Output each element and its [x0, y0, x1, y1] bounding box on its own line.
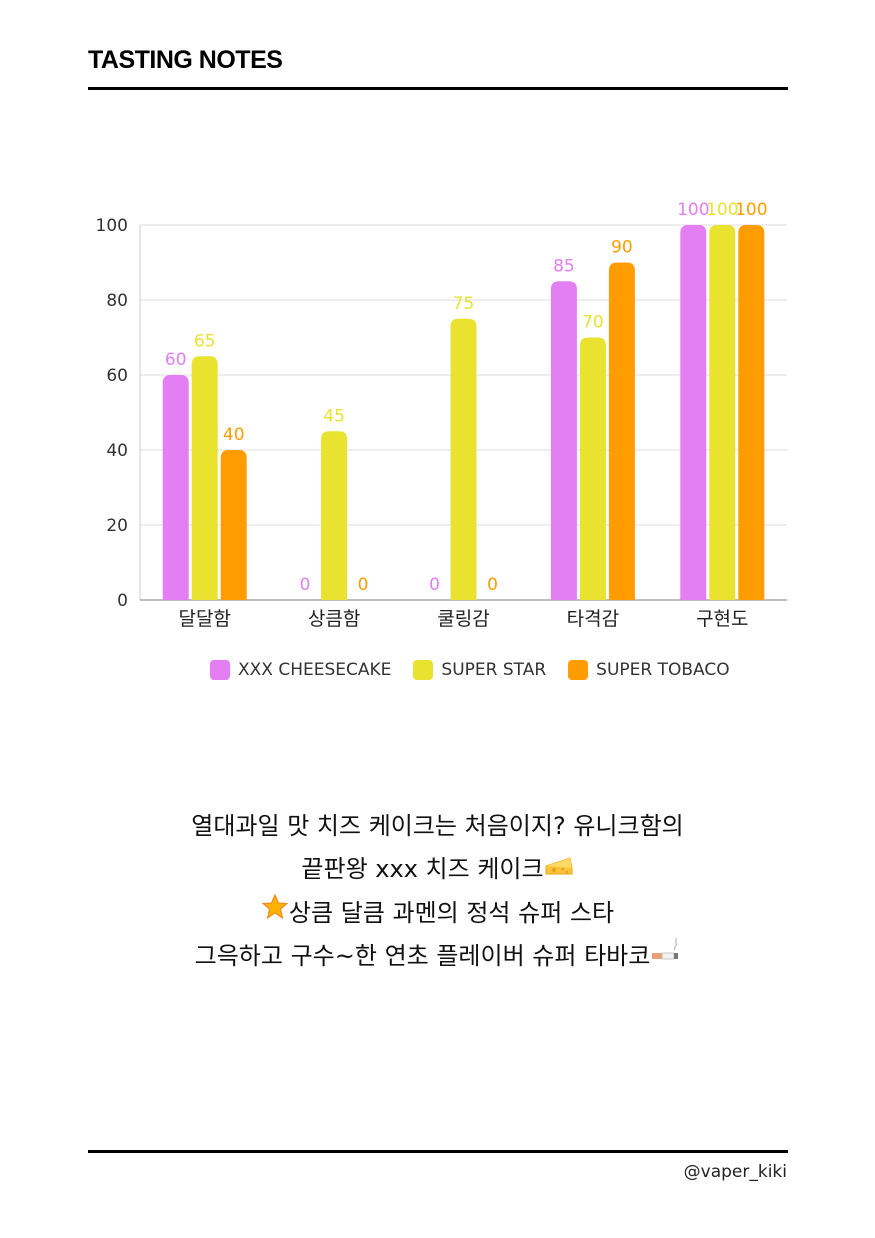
data-label: 90	[611, 238, 633, 258]
bar	[550, 281, 577, 600]
data-label: 70	[582, 313, 604, 333]
bar	[680, 225, 707, 600]
data-label: 40	[223, 425, 245, 445]
y-tick-label: 20	[106, 516, 128, 536]
bar	[738, 225, 765, 600]
x-tick-label: 상큼함	[308, 608, 360, 630]
bar	[220, 450, 247, 600]
data-label: 45	[323, 406, 345, 426]
legend-swatch	[413, 660, 434, 680]
bar	[579, 337, 606, 600]
data-label: 65	[194, 331, 216, 351]
data-label: 0	[487, 575, 498, 595]
author-handle: @vaper_kiki	[683, 1162, 787, 1182]
y-tick-label: 0	[117, 591, 128, 611]
bar	[608, 262, 635, 600]
data-label: 100	[706, 200, 738, 220]
data-label: 100	[677, 200, 709, 220]
bar	[321, 431, 348, 600]
chart-legend: XXX CHEESECAKE SUPER STAR SUPER TOBACO	[210, 660, 730, 680]
data-label: 75	[453, 294, 475, 314]
note-line-3: 상큼 달큼 과멘의 정석 슈퍼 스타	[0, 892, 875, 936]
y-tick-label: 100	[96, 216, 128, 236]
bar	[191, 356, 218, 600]
data-label: 60	[165, 350, 187, 370]
x-tick-label: 타격감	[567, 608, 619, 630]
data-label: 85	[553, 256, 575, 276]
data-label: 0	[358, 575, 369, 595]
bottom-divider	[88, 1150, 788, 1153]
note-line-2: 끝판왕 xxx 치즈 케이크	[0, 848, 875, 892]
legend-swatch	[568, 660, 589, 680]
data-label: 0	[429, 575, 440, 595]
legend-item-super-star[interactable]: SUPER STAR	[413, 660, 546, 680]
data-label: 0	[300, 575, 311, 595]
x-tick-label: 달달함	[178, 608, 230, 630]
legend-label: XXX CHEESECAKE	[238, 660, 392, 680]
top-divider	[88, 87, 788, 90]
x-tick-label: 구현도	[696, 608, 748, 630]
legend-label: SUPER TOBACO	[596, 660, 730, 680]
bar	[709, 225, 736, 600]
data-label: 100	[735, 200, 767, 220]
bar	[162, 375, 189, 600]
legend-label: SUPER STAR	[441, 660, 547, 680]
x-tick-label: 쿨링감	[437, 608, 489, 630]
tasting-notes-text: 열대과일 맛 치즈 케이크는 처음이지? 유니크함의 끝판왕 xxx 치즈 케이…	[0, 805, 875, 979]
note-line-1: 열대과일 맛 치즈 케이크는 처음이지? 유니크함의	[191, 812, 684, 840]
y-tick-label: 40	[106, 441, 128, 461]
y-tick-label: 60	[106, 366, 128, 386]
legend-swatch	[210, 660, 230, 680]
y-tick-label: 80	[106, 291, 128, 311]
note-line-4: 그윽하고 구수~한 연초 플레이버 슈퍼 타바코	[0, 935, 875, 979]
bar	[450, 318, 477, 600]
cigarette-icon	[650, 936, 680, 979]
legend-item-xxx-cheesecake[interactable]: XXX CHEESECAKE	[210, 660, 391, 680]
bar-chart: 0 20 40 60 80 100 60 65 40 달달함 0 45 0 상큼함 0 75 0 쿨링감 85 70 9…	[96, 200, 787, 630]
page-title: TASTING NOTES	[88, 46, 283, 74]
star-icon	[261, 892, 289, 935]
cheese-icon	[544, 849, 574, 892]
legend-item-super-tobaco[interactable]: SUPER TOBACO	[568, 660, 730, 680]
